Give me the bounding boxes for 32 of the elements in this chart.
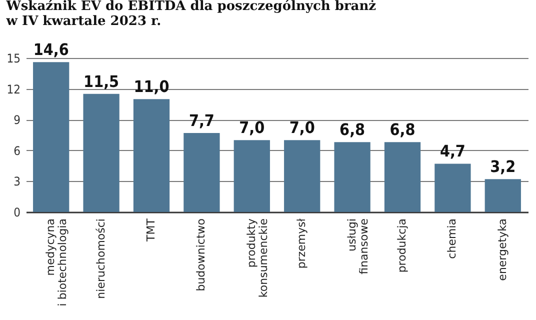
y-tick-label: 12 [6,82,20,96]
bar [184,132,220,212]
bar [434,164,471,212]
x-tick-label: nieruchomości [94,218,108,299]
bar [133,99,170,212]
y-tick-label: 0 [14,206,21,220]
y-tick-label: 9 [14,113,21,128]
data-label: 6,8 [340,120,366,140]
x-tick-label: budownictwo [194,218,208,292]
data-label: 14,6 [33,40,69,60]
data-label: 7,0 [289,118,315,138]
bar [33,62,70,212]
x-tick-label: produkcja [396,218,408,273]
bar [284,140,320,212]
bar [334,142,370,212]
y-tick-label: 3 [14,174,20,189]
bar [83,94,120,212]
y-tick-label: 6 [14,144,21,158]
bar [234,140,270,212]
data-label: 11,5 [84,72,120,91]
bar [384,142,421,212]
x-tick-label: medycyna i biotechnologia [44,218,70,306]
chart-title: Wskaźnik EV do EBITDA dla poszczególnych branż w IV kwartale 2023 r. [5,0,376,30]
data-label: 7,0 [239,118,265,138]
x-tick-label: przemysł [295,218,308,269]
bar [484,179,521,212]
x-tick-label: chemia [446,218,459,259]
y-tick-label: 15 [6,52,20,66]
x-tick-label: TMT [144,218,158,242]
data-label: 3,2 [490,157,516,176]
x-tick-label: energetyka [496,218,509,281]
data-label: 6,8 [390,120,416,140]
